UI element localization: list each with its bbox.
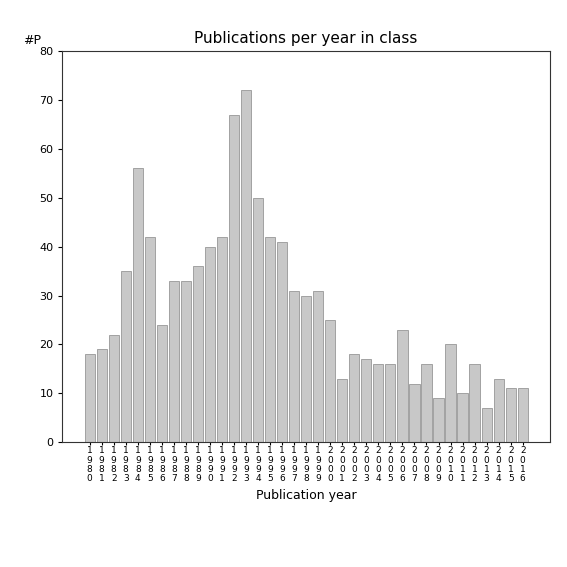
Bar: [506, 388, 516, 442]
Bar: [385, 364, 396, 442]
Bar: [253, 198, 263, 442]
Bar: [446, 345, 456, 442]
Bar: [313, 291, 323, 442]
Bar: [265, 237, 275, 442]
Title: Publications per year in class: Publications per year in class: [194, 31, 418, 46]
Bar: [469, 364, 480, 442]
Bar: [205, 247, 215, 442]
Bar: [397, 330, 408, 442]
Bar: [409, 384, 420, 442]
Bar: [277, 242, 287, 442]
Bar: [458, 393, 468, 442]
Bar: [156, 325, 167, 442]
Bar: [217, 237, 227, 442]
Bar: [373, 364, 383, 442]
Bar: [493, 379, 503, 442]
Bar: [349, 354, 359, 442]
Bar: [133, 168, 143, 442]
Bar: [241, 90, 251, 442]
Bar: [337, 379, 348, 442]
Bar: [518, 388, 528, 442]
Bar: [169, 281, 179, 442]
Bar: [145, 237, 155, 442]
Bar: [421, 364, 431, 442]
Bar: [84, 354, 95, 442]
Bar: [361, 359, 371, 442]
Bar: [289, 291, 299, 442]
Bar: [481, 408, 492, 442]
Bar: [229, 115, 239, 442]
Bar: [121, 271, 131, 442]
Bar: [325, 320, 335, 442]
X-axis label: Publication year: Publication year: [256, 489, 357, 502]
Text: #P: #P: [23, 34, 41, 47]
Bar: [109, 335, 119, 442]
Bar: [301, 295, 311, 442]
Bar: [433, 398, 443, 442]
Bar: [96, 349, 107, 442]
Bar: [181, 281, 191, 442]
Bar: [193, 266, 203, 442]
